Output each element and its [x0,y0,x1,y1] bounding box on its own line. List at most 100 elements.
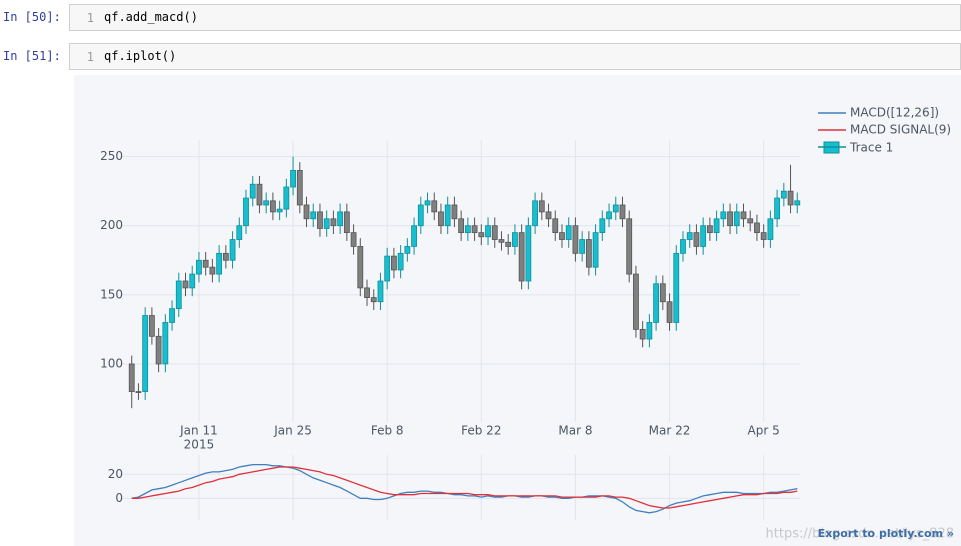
candle-body [780,190,787,199]
candle-body [458,218,465,234]
candle-body [142,315,149,392]
candle-body [545,211,552,220]
x-tick-label: Jan 25 [273,424,312,438]
plot-background [74,75,961,546]
prompt: In [50]: [3,10,61,24]
candle-body [370,297,377,303]
candle-body [222,252,229,261]
candle-body [659,283,666,303]
candle-body [276,208,283,213]
export-link[interactable]: Export to plotly.com » [818,527,954,540]
candle-body [317,211,323,229]
candle-body [599,218,606,234]
candle-body [512,232,518,247]
candle-body [417,204,424,227]
legend-label: MACD([12,26]) [850,106,939,120]
candle-body [377,280,384,303]
x-year-label: 2015 [184,438,215,452]
candle-body [350,232,357,247]
candle-body [491,225,498,240]
candle-body [283,186,290,210]
candle-body [478,232,485,238]
candle-body [384,255,391,282]
candle-body [747,218,754,224]
candle-body [498,239,505,243]
x-tick-label: Mar 8 [558,424,592,438]
candle-body [794,200,801,206]
prompt: In [51]: [3,49,61,63]
candle-body [505,241,512,247]
code-cell[interactable]: 1 qf.iplot() [69,43,961,70]
candle-body [666,301,673,323]
candle-body [700,225,707,247]
candle-body [357,246,364,289]
code-cell[interactable]: 1 qf.add_macd() [69,4,961,31]
candle-body [686,232,693,240]
candle-body [612,204,619,213]
candle-body [713,218,720,234]
candle-body [438,211,444,227]
candle-body [532,200,538,227]
candle-body [296,170,303,206]
candle-body [592,232,599,268]
candle-body [471,225,478,234]
x-tick-label: Mar 22 [649,424,691,438]
candle-body [243,197,249,227]
candle-body [431,200,438,213]
candle-body [310,211,317,220]
candle-body [579,239,586,254]
candle-body [693,232,700,247]
candle-body [451,204,458,220]
candle-body [760,232,767,240]
candle-body [740,211,747,220]
candle-body [256,183,263,206]
candle-body [706,225,713,234]
candle-body [559,232,565,240]
y-tick-label: 250 [100,149,123,163]
candle-body [552,218,559,234]
y-tick-label: 150 [100,287,123,301]
watermark: https://blog.csdn.net/lys_828 [766,527,954,542]
candle-body [189,273,196,289]
candle-body [565,225,572,240]
candle-body [754,222,760,234]
candle-body [411,225,417,247]
candle-body [464,225,471,234]
candle-body [155,335,162,365]
candle-body [135,391,142,393]
legend-label: MACD SIGNAL(9) [850,123,951,137]
candle-body [209,266,216,275]
candle-body [236,225,243,240]
macd-line [131,466,798,509]
candle-body [720,211,727,220]
candle-body [646,322,653,340]
candle-body [733,211,740,227]
candle-body [572,225,579,254]
candle-body [303,204,310,220]
candle-body [263,200,270,206]
candle-body [364,287,370,298]
candle-body [128,363,135,392]
candle-body [774,197,781,220]
candle-body [485,225,491,238]
candle-body [216,252,223,275]
y-tick-label: 20 [108,467,123,481]
candle-body [606,211,612,220]
x-tick-label: Feb 22 [461,424,501,438]
candle-body [229,239,236,261]
candle-body [525,225,532,282]
candle-body [196,259,202,275]
candle-body [653,283,659,323]
candle-body [538,200,545,213]
candle-body [633,273,639,330]
candle-body [343,211,350,234]
candle-body [175,280,182,310]
candle-body [585,239,592,268]
candle-body [444,204,451,227]
x-tick-label: Apr 5 [748,424,780,438]
candle-body [727,211,733,227]
candle-body [626,218,633,275]
candle-body [404,246,411,254]
